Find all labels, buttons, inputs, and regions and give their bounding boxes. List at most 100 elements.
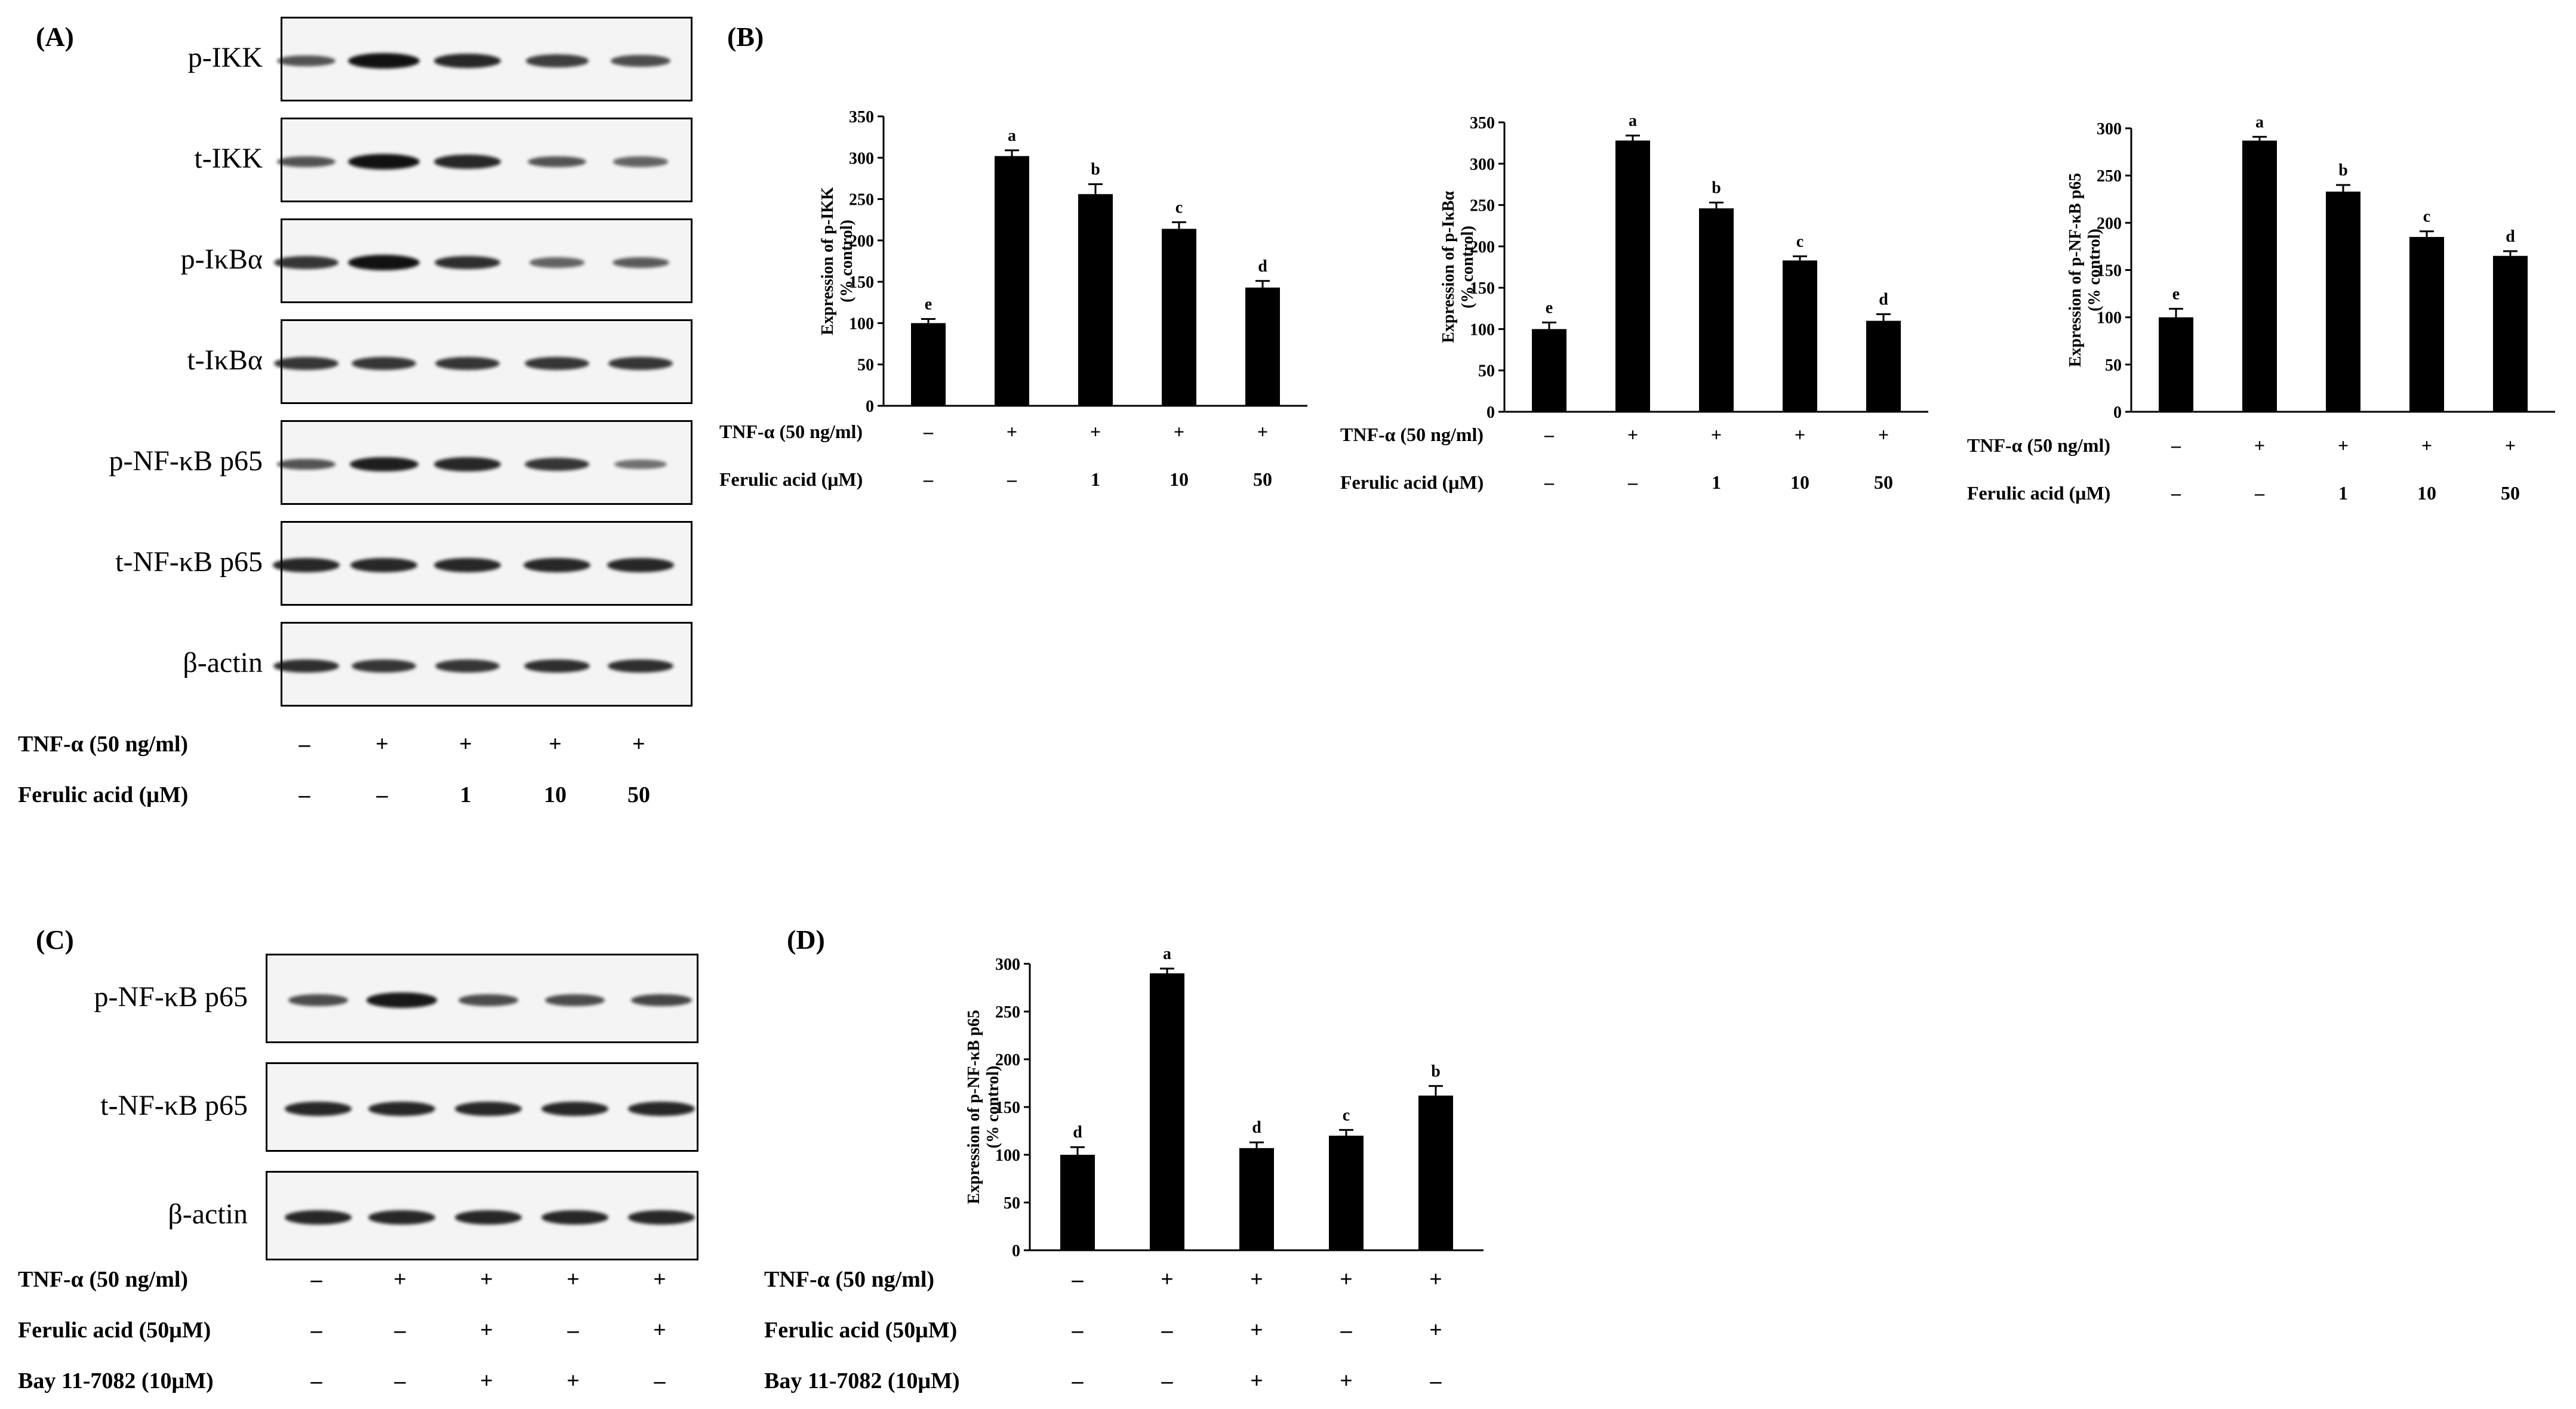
y-tick-label: 250: [849, 191, 874, 209]
bar: [1060, 1155, 1095, 1250]
y-tick-label: 300: [849, 149, 874, 168]
chart-b2-condition-label: Ferulic acid (μM): [1340, 471, 1484, 493]
y-tick-label: 0: [866, 397, 874, 416]
bar: [1866, 320, 1901, 412]
blot-a-condition-label: TNF-α (50 ng/ml): [18, 732, 189, 757]
bar: [1239, 1148, 1274, 1250]
chart-d-condition-row: TNF-α (50 ng/ml) – + + + +: [764, 1266, 1481, 1302]
blot-a-condition-value: +: [459, 732, 472, 757]
blot-a-condition-row: Ferulic acid (μM) – – 1 10 50: [18, 782, 734, 818]
bar: [1329, 1136, 1364, 1250]
bar: [911, 323, 946, 406]
blot-a-condition-value: 10: [544, 782, 567, 807]
blot-c-condition-value: +: [480, 1267, 493, 1292]
blot-a-row-label: t-IKK: [194, 143, 263, 174]
bar: [2409, 237, 2444, 412]
blot-c-band: [368, 1102, 436, 1116]
blot-a-condition-value: 1: [460, 782, 472, 807]
chart-b3-condition-value: 50: [2501, 482, 2520, 504]
blot-a-band: [277, 156, 336, 168]
blot-a-band: [277, 55, 336, 67]
significance-letter: b: [1712, 178, 1721, 197]
blot-c-band: [627, 1102, 695, 1116]
chart-b3-condition-label: Ferulic acid (μM): [1967, 482, 2111, 504]
chart-d-condition-row: Ferulic acid (50μM) – – + – +: [764, 1317, 1481, 1353]
blot-c-band: [284, 1102, 352, 1116]
blot-c-band: [368, 1210, 436, 1225]
bar: [1245, 287, 1280, 406]
significance-letter: a: [1629, 112, 1637, 130]
blot-a-band: [608, 357, 673, 370]
chart-b2-condition-value: –: [1544, 424, 1554, 445]
blot-c-condition-value: +: [567, 1368, 580, 1393]
blot-a-condition-label: Ferulic acid (μM): [18, 782, 189, 807]
chart-b2-condition-row: TNF-α (50 ng/ml) – + + + +: [1340, 424, 2057, 460]
blot-c-condition-row: TNF-α (50 ng/ml) – + + + +: [18, 1266, 734, 1302]
y-tick-label: 100: [849, 315, 874, 333]
blot-c-band: [454, 1102, 522, 1116]
y-axis-title-line: Expression of p-NF-κB p65: [965, 1010, 983, 1204]
bar: [2159, 317, 2193, 412]
chart-b2-condition-value: +: [1710, 424, 1722, 445]
blot-a-band: [435, 659, 500, 673]
chart-d-condition-value: –: [1072, 1318, 1084, 1343]
blot-c-condition-value: –: [654, 1368, 666, 1393]
bar-chart-p-nfkb-p65: 0 50 100 150 200 250 300 Expression of p-NF-κB …: [2066, 113, 2555, 422]
blot-a-blot-strip: [272, 521, 693, 606]
chart-b2-condition-value: 1: [1712, 471, 1721, 493]
blot-c-condition-row: Bay 11-7082 (10μM) – – + + –: [18, 1368, 734, 1404]
blot-c-row-label: t-NF-κB p65: [100, 1090, 248, 1121]
y-tick-label: 150: [2097, 262, 2122, 280]
y-axis-title-line: (% control): [838, 220, 856, 303]
significance-letter: c: [1796, 232, 1803, 251]
blot-a-band: [277, 458, 336, 470]
blot-a-blot-strip: [277, 118, 693, 202]
chart-b3-condition-row: Ferulic acid (μM) – – 1 10 50: [1967, 482, 2576, 518]
blot-c-condition-label: Bay 11-7082 (10μM): [18, 1368, 214, 1393]
significance-letter: d: [1879, 290, 1888, 309]
y-tick-label: 300: [995, 955, 1020, 974]
bar-chart-p-nfkb-p65-bay: 0 50 100 150 200 250 300 Expression of p-NF-κB …: [965, 945, 1484, 1260]
chart-b2-condition-value: +: [1878, 424, 1889, 445]
blot-c-band: [627, 1210, 695, 1225]
blot-a-band: [352, 357, 416, 370]
blot-a-row-label: t-IκBα: [187, 344, 263, 376]
chart-b1-condition-row: TNF-α (50 ng/ml) – + + + +: [719, 421, 1436, 457]
significance-letter: d: [1258, 257, 1267, 276]
blot-a-band: [433, 558, 501, 572]
blot-c-condition-value: –: [310, 1267, 322, 1292]
chart-d-condition-value: +: [1429, 1267, 1442, 1292]
bar: [2242, 140, 2277, 412]
blot-a-row-label: p-NF-κB p65: [109, 445, 263, 477]
significance-letter: c: [2423, 208, 2430, 226]
chart-b1-condition-value: +: [1090, 421, 1101, 442]
chart-b2-condition-value: 10: [1790, 471, 1809, 493]
chart-b3-condition-label: TNF-α (50 ng/ml): [1967, 434, 2111, 456]
chart-d-condition-value: –: [1072, 1368, 1084, 1393]
blot-a-band: [435, 255, 500, 270]
blot-c-condition-label: Ferulic acid (50μM): [18, 1318, 211, 1343]
blot-a-condition-value: –: [298, 732, 310, 757]
y-axis-title-line: Expression of p-IKK: [818, 187, 837, 335]
blot-a-blot-strip: [274, 218, 693, 303]
blot-c-condition-value: +: [393, 1267, 407, 1292]
chart-b1-condition-value: +: [1173, 421, 1185, 442]
blot-c-band: [630, 994, 693, 1007]
blot-c-condition-value: +: [653, 1318, 666, 1343]
blot-a-band: [352, 659, 416, 673]
panel-label-a: (A): [36, 21, 74, 52]
y-tick-label: 150: [995, 1099, 1020, 1117]
blot-c-band: [545, 994, 605, 1006]
chart-b2-condition-value: 50: [1874, 471, 1893, 493]
chart-b1-condition-value: –: [924, 468, 933, 490]
chart-b3-condition-value: 10: [2417, 482, 2436, 504]
blot-a-condition-value: –: [376, 782, 388, 807]
significance-letter: b: [1091, 161, 1100, 179]
blot-a-band: [614, 460, 667, 469]
blot-c-condition-value: +: [653, 1267, 666, 1292]
y-tick-label: 50: [2105, 356, 2122, 375]
significance-letter: d: [1252, 1118, 1261, 1137]
blot-c-band: [367, 992, 437, 1008]
significance-letter: c: [1343, 1106, 1350, 1124]
blot-a-band: [608, 659, 673, 673]
